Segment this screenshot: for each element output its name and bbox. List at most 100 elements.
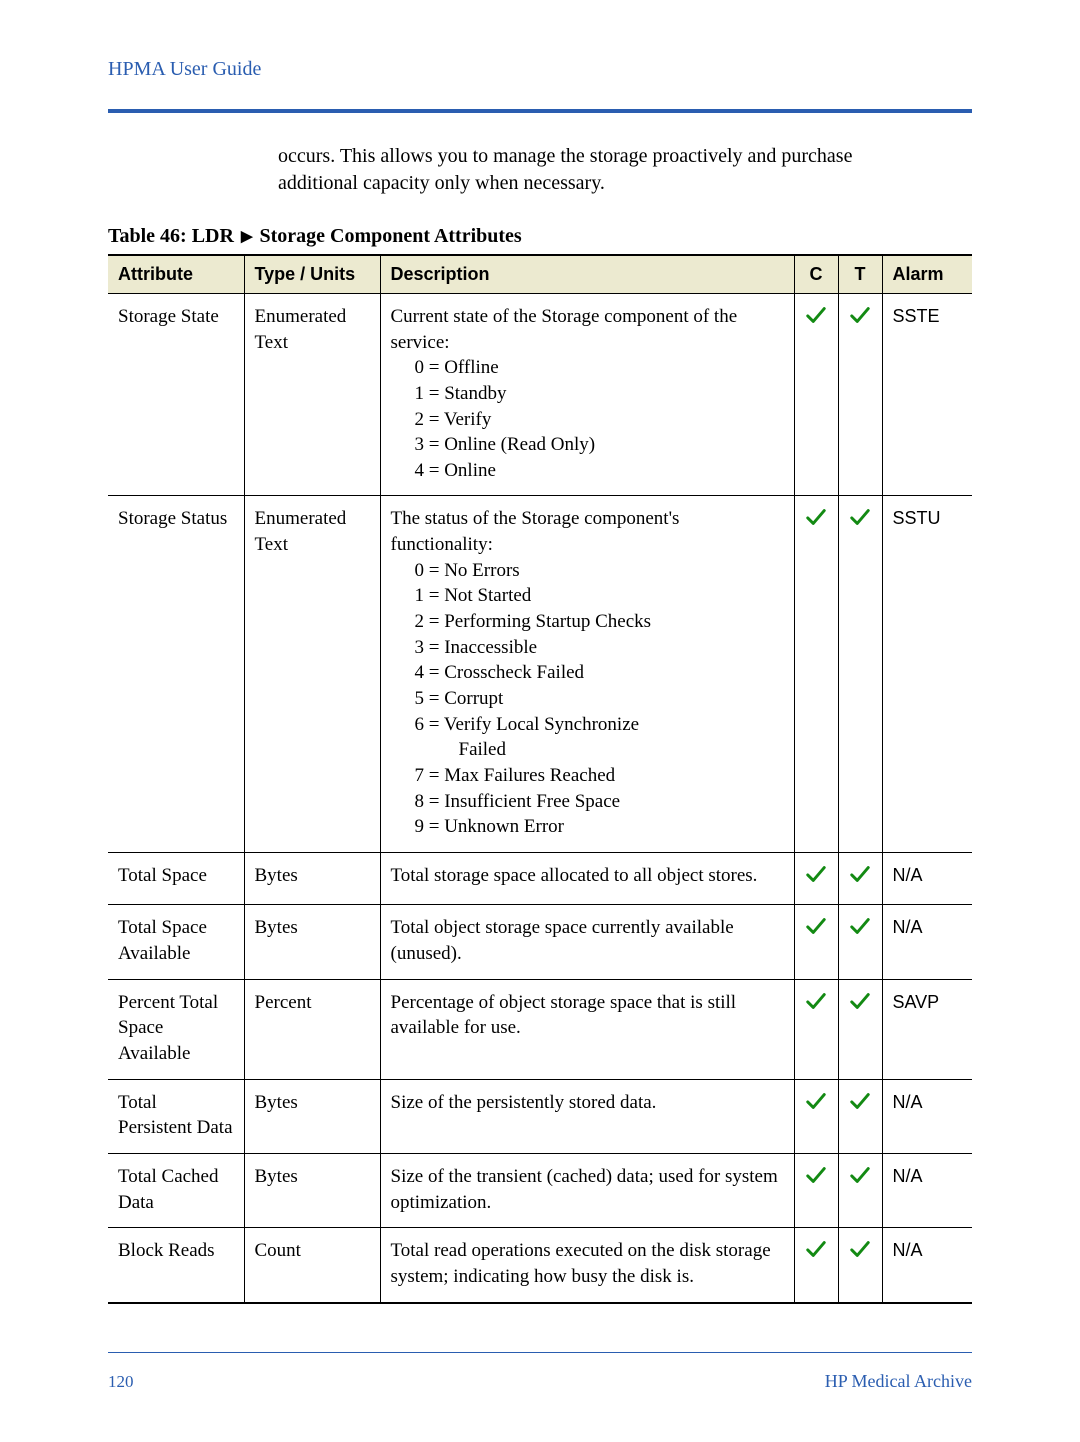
page-footer: 120 HP Medical Archive <box>108 1371 972 1392</box>
page-number: 120 <box>108 1372 134 1392</box>
desc-enum-line: 9 = Unknown Error <box>415 814 784 840</box>
check-icon <box>805 1090 827 1112</box>
check-icon <box>849 863 871 885</box>
cell-alarm: N/A <box>882 852 972 905</box>
cell-alarm: N/A <box>882 1079 972 1153</box>
triangle-icon: ▶ <box>241 227 253 246</box>
desc-main: Total storage space allocated to all obj… <box>391 863 784 889</box>
table-row: Block ReadsCountTotal read operations ex… <box>108 1228 972 1303</box>
cell-t <box>838 1228 882 1303</box>
cell-type: Percent <box>244 979 380 1079</box>
table-row: Storage StateEnumerated TextCurrent stat… <box>108 294 972 496</box>
cell-c <box>794 294 838 496</box>
check-icon <box>849 990 871 1012</box>
col-header-c: C <box>794 255 838 294</box>
col-header-alarm: Alarm <box>882 255 972 294</box>
desc-main: Size of the persistently stored data. <box>391 1090 784 1116</box>
desc-enum-line: 3 = Online (Read Only) <box>415 432 784 458</box>
col-header-description: Description <box>380 255 794 294</box>
cell-alarm: SAVP <box>882 979 972 1079</box>
caption-prefix: Table 46: LDR <box>108 225 234 247</box>
cell-c <box>794 1079 838 1153</box>
desc-main: Size of the transient (cached) data; use… <box>391 1164 784 1215</box>
cell-type: Enumerated Text <box>244 294 380 496</box>
running-head: HPMA User Guide <box>108 58 972 81</box>
cell-description: Percentage of object storage space that … <box>380 979 794 1079</box>
check-icon <box>849 1238 871 1260</box>
cell-description: Size of the transient (cached) data; use… <box>380 1153 794 1227</box>
desc-enum-line: 7 = Max Failures Reached <box>415 763 784 789</box>
desc-enum-line: 8 = Insufficient Free Space <box>415 789 784 815</box>
table-body: Storage StateEnumerated TextCurrent stat… <box>108 294 972 1303</box>
check-icon <box>849 1164 871 1186</box>
desc-enum-line: 4 = Crosscheck Failed <box>415 660 784 686</box>
cell-c <box>794 496 838 852</box>
desc-enum-line: 5 = Corrupt <box>415 686 784 712</box>
table-row: Total Space AvailableBytesTotal object s… <box>108 905 972 979</box>
cell-t <box>838 852 882 905</box>
cell-attribute: Storage Status <box>108 496 244 852</box>
desc-main: The status of the Storage component's fu… <box>391 506 784 557</box>
cell-c <box>794 905 838 979</box>
intro-paragraph: occurs. This allows you to manage the st… <box>278 143 918 197</box>
cell-type: Enumerated Text <box>244 496 380 852</box>
cell-description: Size of the persistently stored data. <box>380 1079 794 1153</box>
cell-t <box>838 1079 882 1153</box>
cell-attribute: Total Space Available <box>108 905 244 979</box>
desc-main: Current state of the Storage component o… <box>391 304 784 355</box>
cell-description: Total storage space allocated to all obj… <box>380 852 794 905</box>
cell-t <box>838 1153 882 1227</box>
cell-description: Total object storage space currently ava… <box>380 905 794 979</box>
desc-enum-line: 2 = Verify <box>415 407 784 433</box>
check-icon <box>849 506 871 528</box>
check-icon <box>805 863 827 885</box>
cell-attribute: Total Space <box>108 852 244 905</box>
cell-type: Bytes <box>244 1153 380 1227</box>
cell-alarm: SSTE <box>882 294 972 496</box>
table-caption: Table 46: LDR ▶ Storage Component Attrib… <box>108 225 972 248</box>
cell-c <box>794 1228 838 1303</box>
cell-attribute: Total Persistent Data <box>108 1079 244 1153</box>
desc-enum-line: 4 = Online <box>415 458 784 484</box>
table-row: Total Cached DataBytesSize of the transi… <box>108 1153 972 1227</box>
cell-description: Current state of the Storage component o… <box>380 294 794 496</box>
cell-alarm: N/A <box>882 1153 972 1227</box>
col-header-attribute: Attribute <box>108 255 244 294</box>
table-row: Percent Total Space AvailablePercentPerc… <box>108 979 972 1079</box>
table-row: Total SpaceBytesTotal storage space allo… <box>108 852 972 905</box>
desc-main: Total read operations executed on the di… <box>391 1238 784 1289</box>
table-header-row: Attribute Type / Units Description C T A… <box>108 255 972 294</box>
desc-enum-line: 6 = Verify Local Synchronize <box>415 712 784 738</box>
cell-type: Bytes <box>244 905 380 979</box>
check-icon <box>805 304 827 326</box>
cell-attribute: Percent Total Space Available <box>108 979 244 1079</box>
cell-t <box>838 294 882 496</box>
desc-enum-line: Failed <box>415 737 784 763</box>
cell-description: Total read operations executed on the di… <box>380 1228 794 1303</box>
col-header-type: Type / Units <box>244 255 380 294</box>
footer-brand: HP Medical Archive <box>825 1371 972 1392</box>
cell-alarm: SSTU <box>882 496 972 852</box>
desc-enum-line: 2 = Performing Startup Checks <box>415 609 784 635</box>
desc-enum-line: 1 = Standby <box>415 381 784 407</box>
desc-main: Percentage of object storage space that … <box>391 990 784 1041</box>
cell-attribute: Block Reads <box>108 1228 244 1303</box>
desc-enum: 0 = No Errors1 = Not Started2 = Performi… <box>391 558 784 840</box>
cell-t <box>838 496 882 852</box>
check-icon <box>849 1090 871 1112</box>
desc-enum-line: 3 = Inaccessible <box>415 635 784 661</box>
cell-t <box>838 979 882 1079</box>
check-icon <box>805 1164 827 1186</box>
table-row: Storage StatusEnumerated TextThe status … <box>108 496 972 852</box>
desc-enum: 0 = Offline1 = Standby2 = Verify3 = Onli… <box>391 355 784 483</box>
desc-enum-line: 0 = No Errors <box>415 558 784 584</box>
footer-rule <box>108 1352 972 1353</box>
cell-attribute: Total Cached Data <box>108 1153 244 1227</box>
desc-main: Total object storage space currently ava… <box>391 915 784 966</box>
cell-description: The status of the Storage component's fu… <box>380 496 794 852</box>
cell-c <box>794 979 838 1079</box>
cell-attribute: Storage State <box>108 294 244 496</box>
page: HPMA User Guide occurs. This allows you … <box>0 0 1080 1442</box>
check-icon <box>805 990 827 1012</box>
attributes-table: Attribute Type / Units Description C T A… <box>108 254 972 1304</box>
